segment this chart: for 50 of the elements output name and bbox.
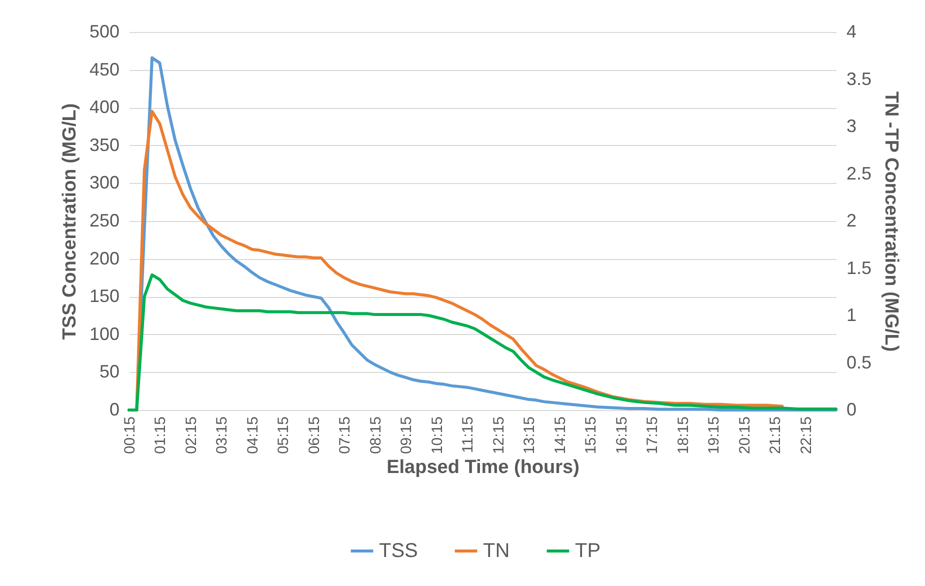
x-tick-label: 17:15 (644, 416, 662, 454)
x-tick-label: 05:15 (275, 416, 292, 454)
y2-tick-label: 0.5 (846, 352, 872, 372)
x-tick-label: 18:15 (674, 416, 692, 454)
y-tick-label: 450 (89, 59, 120, 80)
x-tick-label: 09:15 (398, 416, 416, 454)
y-tick-label: 400 (89, 97, 120, 118)
x-tick-label: 16:15 (613, 416, 630, 454)
y2-tick-label: 3.5 (846, 68, 872, 89)
x-tick-label: 02:15 (182, 416, 200, 454)
x-tick-label: 14:15 (552, 416, 569, 454)
x-tick-label: 01:15 (152, 416, 170, 454)
x-tick-label: 12:15 (490, 416, 508, 454)
x-tick-label: 20:15 (736, 416, 754, 454)
legend-label: TN (483, 540, 510, 562)
y-tick-label: 200 (89, 248, 120, 268)
y-tick-label: 50 (99, 362, 120, 382)
y2-tick-label: 3 (846, 116, 857, 136)
x-tick-label: 13:15 (521, 416, 538, 454)
legend-label: TP (575, 540, 601, 562)
y-tick-label: 300 (89, 172, 120, 193)
y2-tick-label: 1 (846, 305, 857, 325)
y-tick-label: 350 (89, 134, 120, 155)
y2-axis-title: TN -TP Concentration (MG/L) (880, 91, 902, 352)
x-tick-label: 21:15 (767, 416, 784, 454)
x-tick-label: 10:15 (428, 416, 446, 454)
x-tick-label: 03:15 (214, 416, 231, 454)
y2-tick-label: 2 (846, 210, 857, 230)
line-series (128, 273, 838, 412)
legend-label: TSS (379, 540, 418, 562)
y2-tick-label: 0 (846, 400, 857, 420)
x-axis-title: Elapsed Time (hours) (386, 457, 580, 478)
y-tick-label: 500 (89, 22, 120, 42)
y2-tick-label: 2.5 (846, 163, 872, 184)
y2-tick-label: 1.5 (846, 258, 872, 278)
y-tick-label: 100 (89, 324, 120, 344)
y2-tick-label: 4 (846, 22, 857, 42)
x-tick-label: 04:15 (244, 416, 262, 454)
y-tick-label: 0 (109, 400, 120, 420)
x-tick-label: 15:15 (582, 416, 600, 454)
x-tick-label: 22:15 (798, 416, 815, 454)
y-axis-title: TSS Concentration (MG/L) (59, 103, 80, 340)
x-tick-label: 19:15 (706, 416, 723, 454)
x-tick-label: 11:15 (460, 416, 477, 453)
x-tick-label: 00:15 (122, 416, 138, 454)
y-tick-label: 150 (89, 286, 120, 306)
x-tick-label: 07:15 (336, 416, 354, 454)
y-tick-label: 250 (89, 210, 120, 230)
x-tick-label: 08:15 (367, 416, 384, 454)
x-tick-label: 06:15 (306, 416, 323, 454)
